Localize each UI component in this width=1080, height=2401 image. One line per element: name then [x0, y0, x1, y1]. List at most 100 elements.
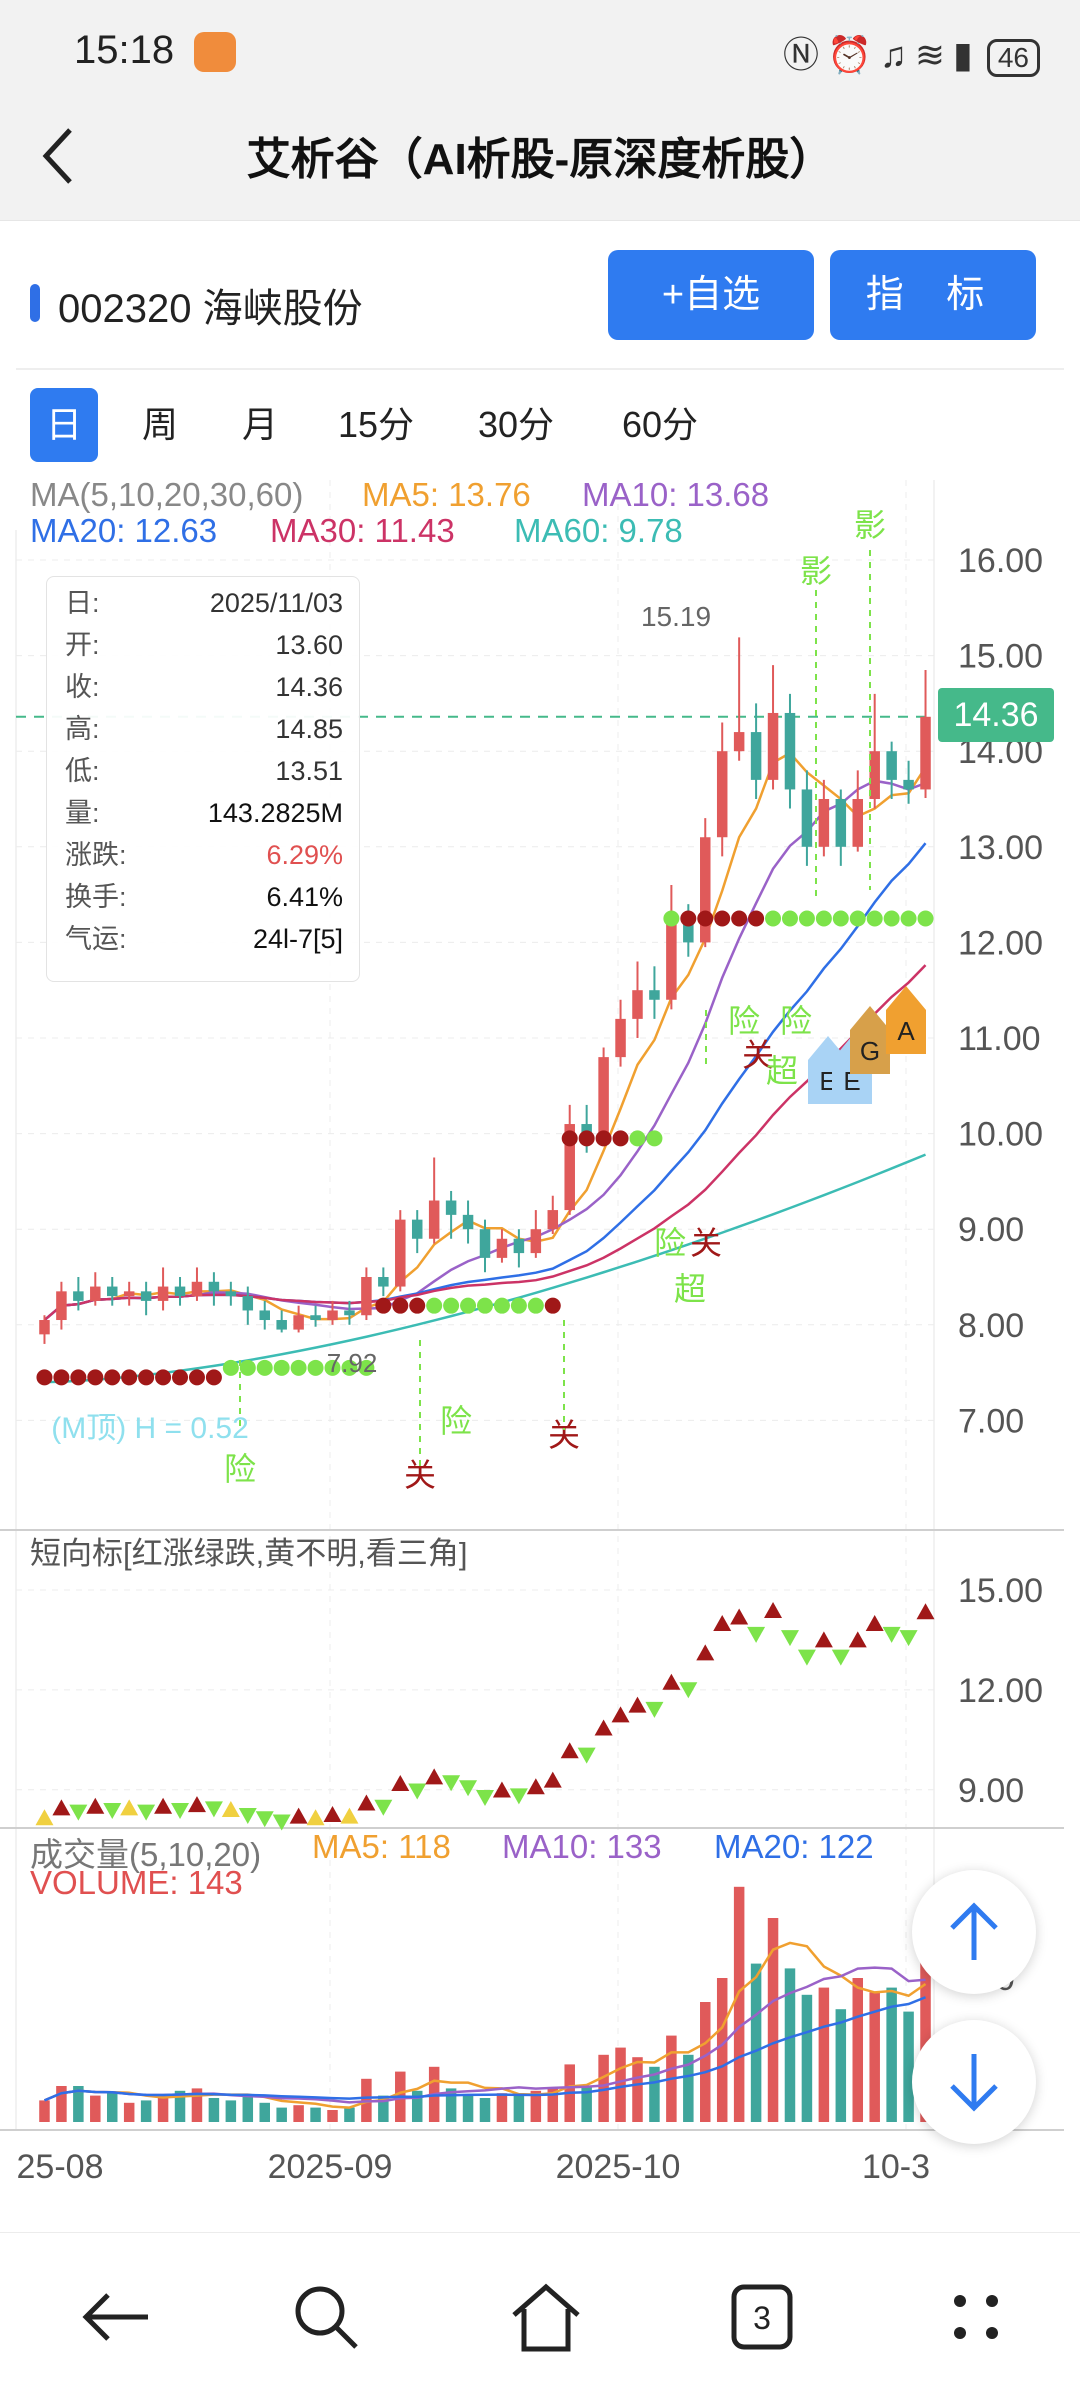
stock-name: 002320 海峡股份 [58, 287, 363, 331]
indicator-triangle [797, 1649, 816, 1666]
kline-chart[interactable]: 16.00 15.00 14.00 13.00 12.00 11.00 10.00 9.00 8… [0, 470, 1080, 2190]
signal-dot [731, 910, 748, 927]
candle-body [615, 1018, 626, 1058]
indicator-triangle [137, 1804, 156, 1821]
volume-bar [259, 2102, 270, 2122]
signal-badge-label: G [860, 1036, 880, 1066]
candle-body [750, 732, 762, 780]
volume-bar [615, 2047, 626, 2122]
signal-dot [172, 1369, 189, 1386]
indicators-button[interactable]: 指 标 [830, 250, 1036, 340]
nav-menu-button[interactable] [900, 2233, 1040, 2401]
battery-icon: 46 [986, 39, 1040, 77]
signal-dot [815, 910, 832, 927]
candle-body [90, 1286, 101, 1301]
indicator-tick-label: 9.00 [958, 1772, 1024, 1810]
signal-dot [748, 910, 765, 927]
volume-bar [225, 2100, 237, 2122]
candle-body [276, 1320, 287, 1330]
indicator-triangle [543, 1771, 562, 1788]
alarm-icon: ⏰ [827, 34, 880, 75]
tab-15min[interactable]: 15分 [337, 404, 415, 445]
signal-dot [781, 910, 798, 927]
tab-60min[interactable]: 60分 [621, 404, 699, 445]
candle-body [106, 1286, 118, 1297]
info-row-turnover: 换手: 6.41% [65, 882, 343, 912]
volume-bar [327, 2110, 338, 2122]
candle-body [835, 799, 847, 847]
scroll-down-button[interactable] [912, 2020, 1036, 2144]
indicator-triangle [492, 1781, 511, 1798]
x-axis-label: 10-3 [862, 2148, 930, 2186]
candle-body [920, 716, 931, 790]
nav-tabs-button[interactable]: 3 [686, 2233, 826, 2401]
indicator-triangle [780, 1630, 799, 1647]
volume-bar [920, 1950, 931, 2122]
indicator-triangle [272, 1814, 291, 1831]
nav-search-button[interactable] [250, 2233, 390, 2401]
nav-home-button[interactable] [470, 2233, 610, 2401]
back-button[interactable] [30, 116, 110, 196]
volume-bar [733, 1886, 745, 2122]
tab-day[interactable]: 日 [30, 388, 98, 462]
volume-bar [598, 2054, 609, 2122]
volume-bar [208, 2098, 220, 2122]
ma5-legend: MA5: 13.76 [362, 476, 531, 513]
ma20-legend: MA20: 12.63 [30, 512, 218, 549]
tab-30min[interactable]: 30分 [477, 404, 555, 445]
indicator-triangle [882, 1626, 901, 1643]
signal-dot [36, 1369, 53, 1386]
indicator-triangle [476, 1789, 494, 1806]
svg-text:3: 3 [753, 2300, 771, 2336]
indicator-triangle [611, 1706, 630, 1723]
info-row-close: 收: 14.36 [65, 672, 343, 702]
last-price-label: 14.36 [938, 688, 1054, 742]
add-watchlist-button[interactable]: +自选 [608, 250, 814, 340]
candle-body [852, 799, 864, 847]
5g-signal-icon: ▮ [953, 34, 981, 75]
indicator-triangle [526, 1778, 545, 1795]
tab-week[interactable]: 周 [141, 404, 178, 445]
volume-bar [547, 2088, 559, 2122]
candle-body [259, 1310, 270, 1321]
x-axis-label: 2025-09 [268, 2148, 393, 2186]
candle-body [547, 1210, 559, 1230]
signal-label: 关 [742, 1037, 774, 1073]
price-tick-label: 10.00 [958, 1116, 1043, 1154]
scroll-up-button[interactable] [912, 1870, 1036, 1994]
candle-body [801, 789, 813, 847]
signal-dot [460, 1297, 477, 1314]
signal-dot [849, 910, 866, 927]
volume-bar [157, 2095, 169, 2122]
candle-body [378, 1277, 389, 1287]
low-price-annotation: 7.92 [327, 1348, 378, 1378]
signal-dot [561, 1130, 578, 1147]
volume-bar [73, 2086, 84, 2122]
price-tick-label: 9.00 [958, 1211, 1024, 1249]
page-title: 艾析谷（AI析股-原深度析股） [246, 135, 834, 184]
info-row-fortune: 气运: 24l-7[5] [65, 924, 343, 954]
nav-back-button[interactable] [40, 2233, 180, 2401]
signal-dot [612, 1130, 629, 1147]
info-row-high: 高: 14.85 [65, 714, 343, 744]
arrow-up-icon [950, 1902, 998, 1960]
headphones-icon: ♫ [879, 34, 915, 75]
chart-canvas[interactable]: 16.0015.0014.0013.0012.0011.0010.009.008… [0, 470, 1080, 2190]
candle-body [683, 923, 694, 943]
indicator-triangle [865, 1615, 884, 1632]
volume-bar [293, 2105, 304, 2122]
volume-bar [784, 1968, 796, 2122]
candle-body [445, 1200, 457, 1215]
candle-body [632, 990, 643, 1019]
tab-month[interactable]: 月 [241, 404, 278, 445]
indicator-triangle [154, 1797, 173, 1814]
indicator-triangle [323, 1805, 342, 1822]
candle-body [140, 1291, 152, 1301]
volume-bar [191, 2088, 203, 2122]
arrow-down-icon [950, 2054, 998, 2112]
volume-bar [801, 1994, 813, 2122]
candle-body [293, 1315, 304, 1330]
signal-dot [409, 1297, 426, 1314]
signal-dot [798, 910, 815, 927]
indicator-triangle [306, 1809, 325, 1826]
